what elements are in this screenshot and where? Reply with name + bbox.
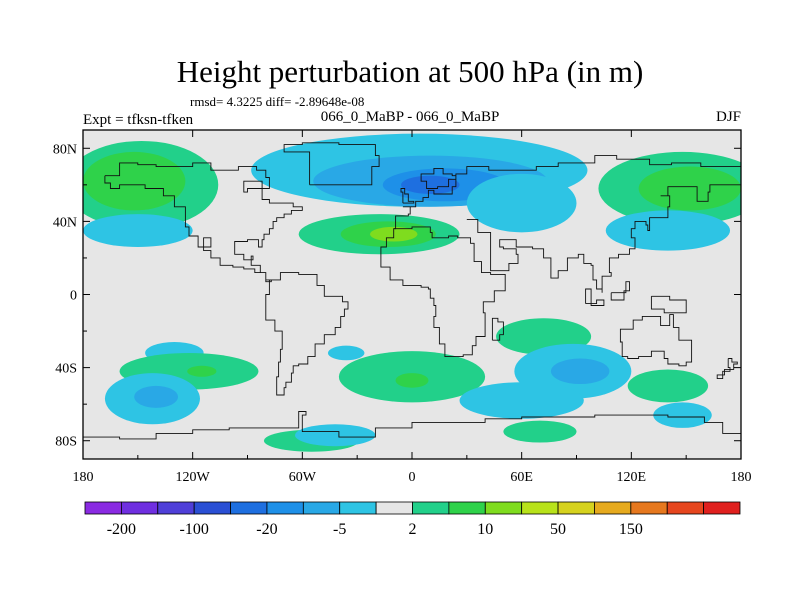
colorbar-label-4: 2: [409, 521, 417, 538]
colorbar: -200 -100 -20 -5 2 10 50 150: [84, 501, 741, 538]
experiment-label: Expt = tfksn-tfken: [83, 112, 194, 128]
coastline-1: [265, 272, 349, 396]
colorbar-swatch-16: [666, 501, 705, 515]
coastline-12: [491, 317, 504, 341]
colorbar-swatch-3: [193, 501, 231, 515]
colorbar-swatch-11: [484, 501, 523, 515]
y-tick-label-0: 80N: [53, 142, 77, 157]
contour-region-16: [327, 345, 365, 361]
contour-region-7: [401, 175, 460, 194]
colorbar-swatch-8: [375, 501, 413, 515]
contour-region-26: [627, 369, 709, 403]
coastline-0: [104, 162, 303, 283]
colorbar-swatch-5: [266, 501, 304, 515]
coastline-5: [619, 314, 693, 367]
colorbar-swatch-13: [557, 501, 595, 515]
contour-region-28: [503, 420, 577, 443]
x-axis: 180 120W 60W 0 60E 120E 180: [73, 130, 752, 485]
coastline-layer: [83, 142, 741, 440]
coastline-11: [650, 295, 687, 314]
contour-layer: [83, 133, 741, 452]
coastline-13: [400, 188, 415, 204]
colorbar-swatch-15: [630, 501, 668, 515]
coastline-8: [283, 142, 380, 186]
contour-region-18: [187, 365, 217, 377]
colorbar-swatch-6: [302, 501, 341, 515]
coastline-9: [585, 288, 605, 306]
contour-region-12: [83, 214, 193, 247]
coastline-6: [716, 358, 738, 380]
contour-region-30: [295, 424, 376, 447]
colorbar-swatch-12: [521, 501, 559, 515]
stats-line: rmsd= 4.3225 diff= -2.89648e-08: [190, 94, 364, 109]
x-tick-label-5: 120E: [617, 470, 647, 485]
colorbar-swatch-10: [448, 501, 486, 515]
contour-region-13: [605, 210, 731, 251]
colorbar-swatch-2: [157, 501, 195, 515]
chart-title: Height perturbation at 500 hPa (in m): [177, 54, 644, 89]
contour-region-3: [638, 166, 741, 211]
colorbar-label-0: -200: [107, 521, 136, 538]
y-tick-label-2: 0: [70, 289, 77, 304]
colorbar-swatch-17: [703, 501, 741, 515]
colorbar-swatch-9: [412, 501, 450, 515]
colorbar-swatch-4: [230, 501, 268, 515]
y-axis: 80N 40N 0 40S 80S: [53, 142, 741, 450]
coastline-7: [83, 411, 741, 440]
colorbar-swatch-1: [120, 501, 159, 515]
contour-region-20: [395, 373, 429, 388]
y-tick-label-4: 80S: [55, 435, 77, 450]
contour-region-1: [83, 151, 186, 211]
x-tick-label-0: 180: [73, 470, 94, 485]
contour-region-22: [134, 385, 179, 408]
contour-region-24: [550, 358, 610, 385]
season-label: DJF: [716, 109, 741, 125]
colorbar-label-6: 50: [550, 521, 566, 538]
contour-region-8: [466, 173, 577, 233]
colorbar-label-5: 10: [477, 521, 493, 538]
contour-region-27: [653, 402, 712, 428]
x-tick-label-6: 180: [731, 470, 752, 485]
colorbar-swatch-0: [84, 501, 122, 515]
x-tick-label-2: 60W: [289, 470, 317, 485]
coastline-10: [610, 281, 630, 301]
y-tick-label-3: 40S: [55, 362, 77, 377]
coastline-4: [466, 175, 741, 293]
coastline-2: [380, 226, 506, 358]
colorbar-label-1: -100: [180, 521, 209, 538]
x-tick-label-1: 120W: [176, 470, 211, 485]
contour-region-25: [459, 382, 584, 419]
y-tick-label-1: 40N: [53, 215, 77, 230]
colorbar-swatch-7: [339, 501, 377, 515]
x-tick-label-4: 60E: [510, 470, 533, 485]
coastline-3: [393, 155, 741, 230]
colorbar-label-2: -20: [256, 521, 277, 538]
colorbar-swatch-14: [594, 501, 632, 515]
comparison-label: 066_0_MaBP - 066_0_MaBP: [321, 109, 500, 125]
x-tick-label-3: 0: [409, 470, 416, 485]
colorbar-label-7: 150: [619, 521, 643, 538]
colorbar-label-3: -5: [333, 521, 346, 538]
